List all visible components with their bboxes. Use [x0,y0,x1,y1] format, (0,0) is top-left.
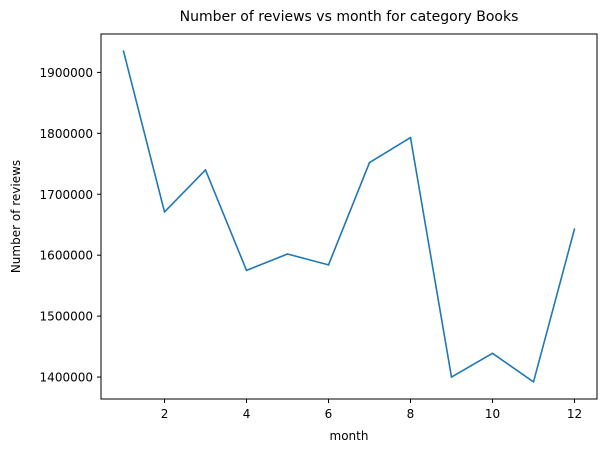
chart-title: Number of reviews vs month for category … [180,9,519,25]
series-line [122,50,576,383]
y-axis-ticks: 1400000 1500000 1600000 1700000 1800000 19000… [40,66,101,385]
y-tick-label: 1600000 [40,249,93,263]
plot-frame [100,33,598,400]
y-tick-label: 1400000 [40,371,93,385]
x-tick-label: 6 [325,407,333,421]
y-tick-label: 1500000 [40,310,93,324]
x-tick-label: 8 [407,407,415,421]
data-point [368,161,371,164]
y-tick-label: 1700000 [40,188,93,202]
data-point [245,269,248,272]
data-point [163,211,166,213]
x-axis-ticks: 2 4 6 8 10 12 [161,399,582,421]
data-point [450,376,453,378]
data-point [409,136,412,139]
y-axis-label: Number of reviews [9,160,23,273]
x-tick-label: 12 [567,407,582,421]
data-point [327,264,330,266]
x-axis-label: month [330,429,369,443]
data-point [573,228,576,230]
data-point [204,169,207,171]
x-tick-label: 10 [485,407,500,421]
y-tick-label: 1900000 [40,66,93,80]
data-point [286,253,289,255]
x-tick-label: 4 [243,407,251,421]
data-point [491,352,494,355]
x-tick-label: 2 [161,407,169,421]
data-point [122,50,125,52]
data-point [532,381,535,383]
y-tick-label: 1800000 [40,127,93,141]
